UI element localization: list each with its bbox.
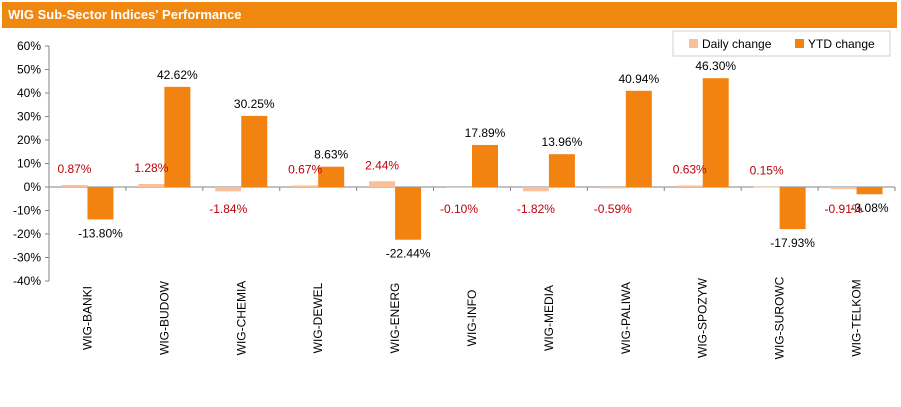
data-label-ytd: 42.62% <box>157 68 198 82</box>
y-tick-label: -10% <box>13 204 41 218</box>
legend-swatch-daily <box>689 39 698 48</box>
category-label: WIG-SUROWC <box>773 276 787 359</box>
data-label-ytd: -13.80% <box>78 226 123 240</box>
data-label-ytd: -22.44% <box>386 247 431 261</box>
data-label-daily: 0.63% <box>673 163 707 177</box>
legend-box <box>672 30 891 57</box>
y-tick-label: -40% <box>13 274 41 288</box>
y-tick-label: 30% <box>17 110 41 124</box>
bar-daily-change <box>61 184 88 187</box>
bar-ytd-change <box>702 78 729 187</box>
category-label: WIG-MEDIA <box>542 285 556 351</box>
bar-ytd-change <box>164 86 191 187</box>
chart-title: WIG Sub-Sector Indices' Performance <box>8 7 242 22</box>
data-label-ytd: 8.63% <box>314 148 348 162</box>
data-label-daily: 0.67% <box>288 162 322 176</box>
bar-ytd-change <box>395 187 422 240</box>
legend-label-ytd: YTD change <box>808 37 875 51</box>
category-label: WIG-PALIWA <box>619 282 633 354</box>
bar-daily-change <box>830 187 857 190</box>
category-label: WIG-DEWEL <box>311 282 325 353</box>
data-label-daily: -0.10% <box>440 202 478 216</box>
category-label: WIG-ENERG <box>388 283 402 354</box>
y-tick-label: 40% <box>17 86 41 100</box>
data-label-daily: 1.28% <box>134 161 168 175</box>
bar-daily-change <box>522 187 549 192</box>
bar-daily-change <box>369 181 396 187</box>
bar-daily-change <box>292 185 319 187</box>
data-label-daily: 0.15% <box>750 164 784 178</box>
data-label-ytd: -17.93% <box>770 236 815 250</box>
data-label-ytd: -3.08% <box>851 201 889 215</box>
data-label-ytd: 30.25% <box>234 97 275 111</box>
y-tick-label: 20% <box>17 133 41 147</box>
data-label-daily: -1.82% <box>517 202 555 216</box>
bar-ytd-change <box>87 187 114 220</box>
data-label-ytd: 40.94% <box>618 72 659 86</box>
bar-daily-change <box>446 187 472 188</box>
bar-ytd-change <box>856 187 883 195</box>
bar-daily-change <box>138 183 165 187</box>
category-label: WIG-BUDOW <box>157 280 171 355</box>
y-tick-label: 10% <box>17 157 41 171</box>
legend-label-daily: Daily change <box>702 37 772 51</box>
data-label-daily: -0.59% <box>594 202 632 216</box>
data-label-ytd: 46.30% <box>695 59 736 73</box>
bar-daily-change <box>215 187 242 192</box>
y-tick-label: -20% <box>13 227 41 241</box>
bar-daily-change <box>753 186 780 188</box>
bar-ytd-change <box>625 90 652 187</box>
data-label-daily: 0.87% <box>57 162 91 176</box>
bar-ytd-change <box>318 166 345 187</box>
bar-ytd-change <box>779 187 806 230</box>
legend-swatch-ytd <box>795 39 804 48</box>
y-tick-label: 50% <box>17 63 41 77</box>
data-label-ytd: 17.89% <box>465 126 506 140</box>
y-tick-label: 60% <box>17 39 41 53</box>
category-label: WIG-CHEMIA <box>234 281 248 356</box>
y-tick-label: -30% <box>13 251 41 265</box>
category-label: WIG-TELKOM <box>850 279 864 356</box>
bar-ytd-change <box>472 144 498 187</box>
data-label-daily: -1.84% <box>209 202 247 216</box>
category-label: WIG-BANKI <box>80 286 94 350</box>
bar-ytd-change <box>548 154 575 187</box>
data-label-daily: -0.91% <box>825 202 863 216</box>
chart-title-bar: WIG Sub-Sector Indices' Performance <box>2 2 897 28</box>
data-label-ytd: 13.96% <box>542 135 583 149</box>
category-label: WIG-INFO <box>465 290 479 347</box>
category-label: WIG-SPOZYW <box>696 277 710 358</box>
y-tick-label: 0% <box>24 180 42 194</box>
bar-ytd-change <box>241 115 268 187</box>
bar-daily-change <box>676 185 703 187</box>
bar-daily-change <box>599 187 626 189</box>
data-label-daily: 2.44% <box>365 158 399 172</box>
